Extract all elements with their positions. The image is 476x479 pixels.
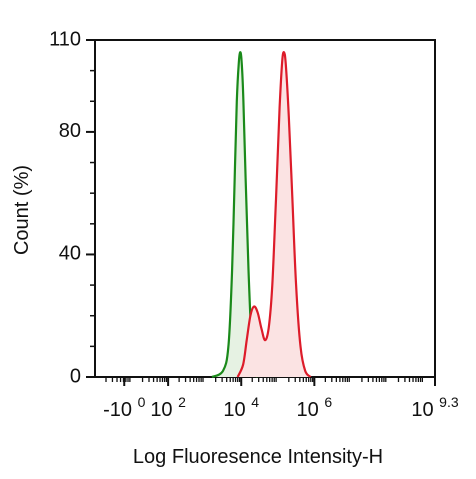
x-tick-exponent: 6: [324, 394, 332, 410]
x-tick-base: 10: [150, 399, 178, 421]
x-tick-base: 10: [411, 399, 439, 421]
y-tick-label: 0: [70, 365, 81, 387]
x-tick-base: -10: [103, 399, 137, 421]
y-tick-label: 80: [59, 120, 81, 142]
x-tick-label: -10 0: [103, 394, 145, 421]
y-axis-title: Count (%): [11, 165, 33, 255]
x-tick-label: 10 2: [150, 394, 186, 421]
x-tick-label: 10 6: [297, 394, 333, 421]
y-tick-label: 110: [49, 28, 81, 50]
x-tick-exponent: 9.3: [439, 394, 459, 410]
series-1-fill: [212, 52, 258, 378]
x-tick-label: 10 4: [223, 394, 259, 421]
x-axis-title: Log Fluoresence Intensity-H: [133, 446, 383, 468]
series-2-fill: [237, 52, 311, 378]
series-2-line: [236, 51, 312, 378]
x-tick-exponent: 2: [178, 394, 186, 410]
y-tick-label: 40: [59, 243, 81, 265]
plot-frame: [94, 39, 436, 378]
x-tick-base: 10: [297, 399, 325, 421]
series-layer: [211, 51, 312, 379]
x-tick-exponent: 0: [138, 394, 146, 410]
x-tick-exponent: 4: [251, 394, 259, 410]
x-tick-base: 10: [223, 399, 251, 421]
x-tick-label: 10 9.3: [411, 394, 458, 421]
